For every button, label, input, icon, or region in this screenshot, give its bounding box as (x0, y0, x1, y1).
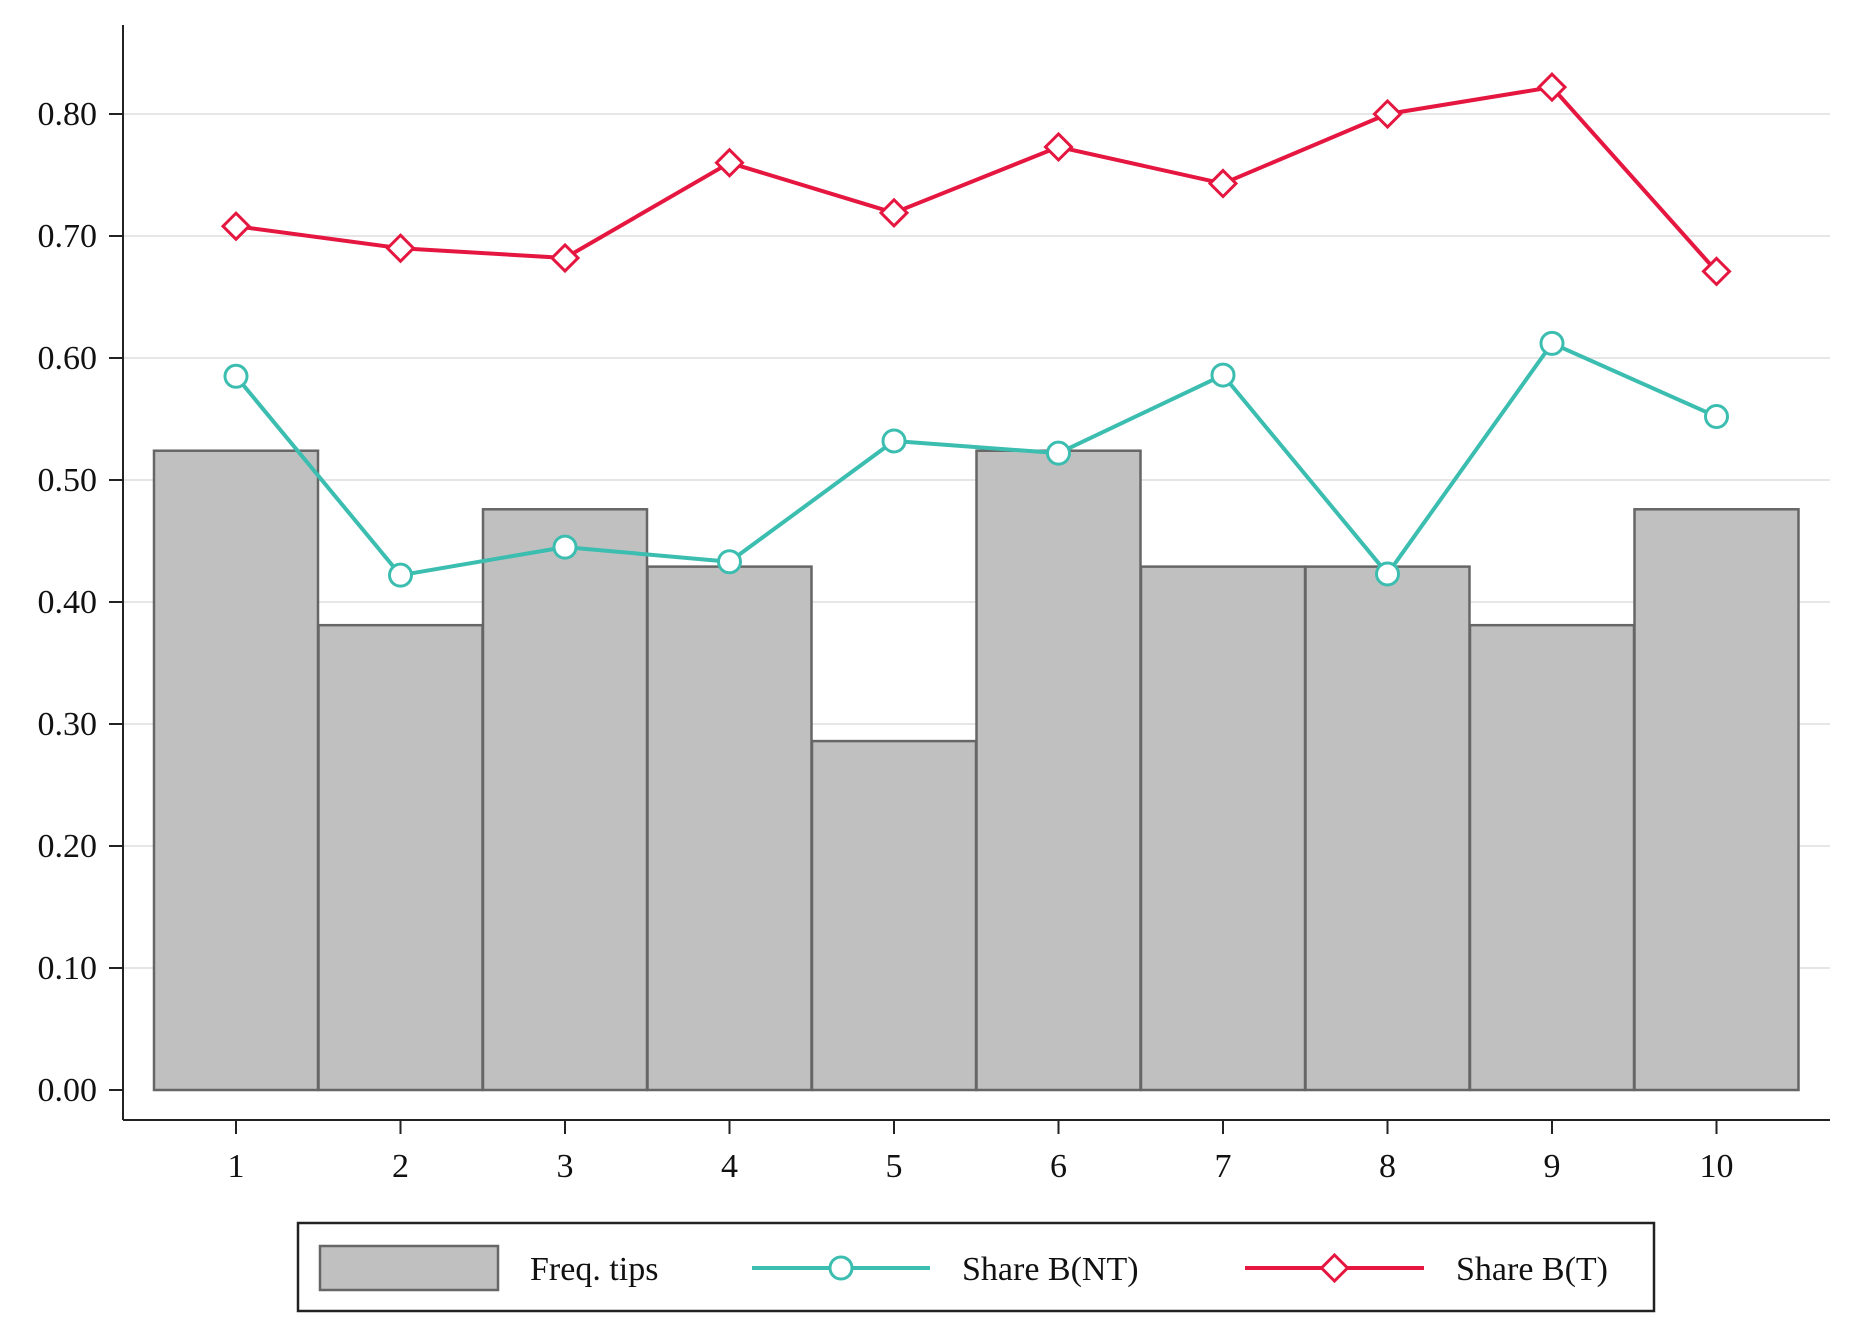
marker-share-b-t (1207, 168, 1239, 199)
bar-freq-tips (810, 739, 978, 1092)
bars (152, 449, 1800, 1092)
marker-share-b-nt (1704, 404, 1729, 430)
x-tick-label: 6 (1050, 1148, 1067, 1185)
x-tick-label: 9 (1544, 1148, 1561, 1185)
bar-freq-tips (1139, 565, 1307, 1092)
y-tick-label: 0.10 (38, 950, 98, 987)
x-tick-label: 8 (1379, 1148, 1396, 1185)
legend-swatch-freq-tips (318, 1244, 500, 1292)
bar-freq-tips (646, 565, 813, 1092)
y-tick-label: 0.70 (38, 218, 98, 255)
marker-share-b-nt (388, 562, 413, 588)
x-tick-label: 4 (721, 1148, 738, 1185)
bar-freq-tips (481, 508, 649, 1092)
y-tick-label: 0.00 (38, 1072, 98, 1109)
legend-label-share-b-t: Share B(T) (1456, 1251, 1608, 1288)
marker-share-b-nt (552, 534, 578, 560)
y-tick-label: 0.80 (38, 96, 98, 133)
bar-freq-tips (1633, 508, 1800, 1092)
marker-share-b-nt (1046, 440, 1071, 466)
marker-share-b-nt (1539, 330, 1565, 356)
marker-share-b-nt (881, 428, 907, 454)
legend: Freq. tips Share B(NT) Share B(T) (296, 1221, 1656, 1313)
marker-share-b-nt (1210, 362, 1236, 388)
x-tick-label: 1 (228, 1148, 245, 1185)
series-line-share-b-nt (234, 341, 1718, 578)
marker-share-b-t (1372, 98, 1403, 130)
marker-share-b-nt (717, 549, 742, 575)
legend-label-share-b-nt: Share B(NT) (962, 1251, 1139, 1288)
legend-marker-share-b-t (1319, 1252, 1350, 1284)
legend-box (296, 1221, 1656, 1313)
x-tick-label: 7 (1215, 1148, 1232, 1185)
bar-freq-tips (1468, 623, 1636, 1092)
series-line-share-b-t (235, 85, 1718, 273)
x-tick-label: 3 (557, 1148, 574, 1185)
marker-share-b-t (385, 233, 416, 264)
x-tick-label: 2 (392, 1148, 409, 1185)
marker-share-b-nt (223, 363, 249, 389)
marker-share-b-t (549, 242, 581, 274)
x-tick-label: 10 (1700, 1148, 1734, 1185)
bar-freq-tips (317, 623, 484, 1092)
bar-freq-tips (152, 449, 320, 1092)
legend-marker-share-b-nt (828, 1255, 854, 1281)
marker-share-b-nt (1375, 561, 1400, 587)
marker-share-b-t (714, 147, 745, 178)
axes: 0.00 0.10 0.20 0.30 0.40 0.50 0.60 0.70 0.80 1 2 3 4… (38, 25, 1830, 1185)
marker-share-b-t (1043, 131, 1074, 163)
marker-share-b-t (220, 211, 252, 242)
marker-share-b-t (1536, 72, 1568, 103)
bar-freq-tips (1304, 565, 1471, 1092)
legend-label-freq-tips: Freq. tips (530, 1251, 658, 1288)
y-tick-label: 0.40 (38, 584, 98, 621)
y-tick-label: 0.50 (38, 462, 98, 499)
y-tick-label: 0.20 (38, 828, 98, 865)
y-tick-label: 0.60 (38, 340, 98, 377)
y-tick-label: 0.30 (38, 706, 98, 743)
series-lines (220, 72, 1732, 588)
bar-freq-tips (975, 449, 1142, 1092)
x-tick-label: 5 (886, 1148, 903, 1185)
marker-share-b-t (1701, 256, 1732, 287)
marker-share-b-t (878, 197, 910, 228)
